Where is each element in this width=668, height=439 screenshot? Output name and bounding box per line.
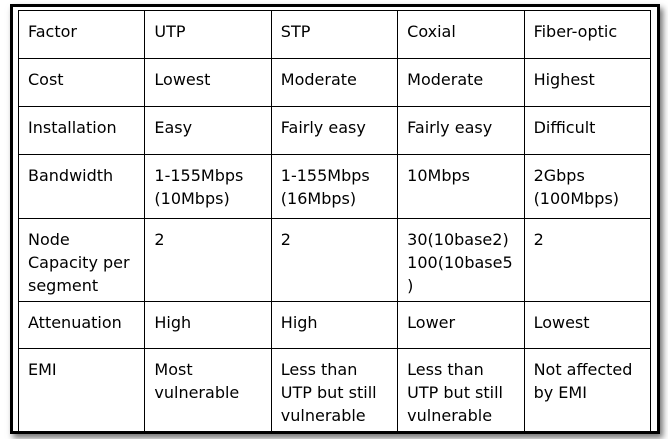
table-row: Cost Lowest Moderate Moderate Highest — [17, 58, 651, 107]
table-row: EMI Most vulnerable Less than UTP but stil… — [17, 348, 651, 432]
table-cell: Difficult — [523, 106, 651, 155]
table-frame: Factor UTP STP Coxial Fiber-optic Cost Lowest M… — [10, 4, 660, 434]
table-row: Node Capacity per segment 2 2 30(10base2) 1… — [17, 218, 651, 302]
row-label: Cost — [17, 58, 146, 107]
header-cell: STP — [270, 10, 399, 59]
table-cell: 30(10base2) 100(10base5) — [397, 218, 525, 302]
row-label: Attenuation — [17, 301, 146, 349]
table-cell: Less than UTP but still vulnerable — [270, 348, 399, 432]
table-cell: Less than UTP but still vulnerable — [397, 348, 525, 432]
table-cell: Highest — [523, 58, 651, 107]
table-row: Attenuation High High Lower Lowest — [17, 301, 651, 349]
table-cell: Lower — [397, 301, 525, 349]
table-cell: Lowest — [523, 301, 651, 349]
row-label: Node Capacity per segment — [17, 218, 146, 302]
row-label: Bandwidth — [17, 154, 146, 219]
header-cell: UTP — [144, 10, 272, 59]
table-cell: Fairly easy — [270, 106, 399, 155]
table-cell: 1-155Mbps (10Mbps) — [144, 154, 272, 219]
header-cell: Factor — [17, 10, 146, 59]
header-row: Factor UTP STP Coxial Fiber-optic — [17, 10, 651, 59]
table-cell: 2Gbps (100Mbps) — [523, 154, 651, 219]
table-cell: Easy — [144, 106, 272, 155]
table-row: Bandwidth 1-155Mbps (10Mbps) 1-155Mbps (16… — [17, 154, 651, 219]
table-cell: Moderate — [397, 58, 525, 107]
comparison-table: Factor UTP STP Coxial Fiber-optic Cost Lowest M… — [17, 10, 651, 432]
header-cell: Fiber-optic — [523, 10, 651, 59]
table-cell: High — [144, 301, 272, 349]
table-cell: Moderate — [270, 58, 399, 107]
table-cell: Fairly easy — [397, 106, 525, 155]
row-label: Installation — [17, 106, 146, 155]
row-label: EMI — [17, 348, 146, 432]
table-cell: Not affected by EMI — [523, 348, 651, 432]
header-cell: Coxial — [397, 10, 525, 59]
table-cell: 2 — [270, 218, 399, 302]
table-cell: 10Mbps — [397, 154, 525, 219]
table-cell: Lowest — [144, 58, 272, 107]
table-cell: High — [270, 301, 399, 349]
table-cell: Most vulnerable — [144, 348, 272, 432]
table-cell: 1-155Mbps (16Mbps) — [270, 154, 399, 219]
table-cell: 2 — [144, 218, 272, 302]
table-row: Installation Easy Fairly easy Fairly easy Di… — [17, 106, 651, 155]
table-cell: 2 — [523, 218, 651, 302]
